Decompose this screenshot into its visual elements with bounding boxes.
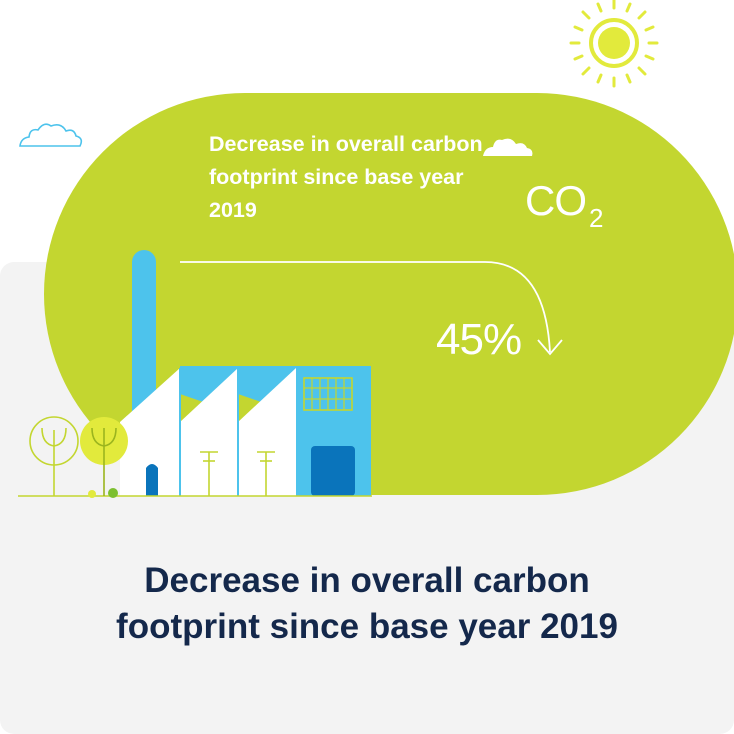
bush [108,488,118,498]
tree-icon [80,417,128,496]
arrow-icon [180,261,551,353]
co2-label: CO 2 [525,177,604,234]
bush [88,490,96,498]
cloud-icon [483,138,533,156]
blob-description: Decrease in overall carbon footprint sin… [209,132,483,222]
arrow-head-icon [537,339,563,356]
factory-icon [120,366,371,496]
cloud-icon [19,123,83,147]
headline-line-1: Decrease in overall carbon [144,561,590,600]
tree-icon [29,416,79,496]
co2-subscript: 2 [589,203,604,233]
headline-line-2: footprint since base year 2019 [116,607,618,646]
sun-icon [569,0,659,88]
headline: Decrease in overall carbon footprint sin… [0,558,734,650]
percent-value: 45% [436,315,522,364]
